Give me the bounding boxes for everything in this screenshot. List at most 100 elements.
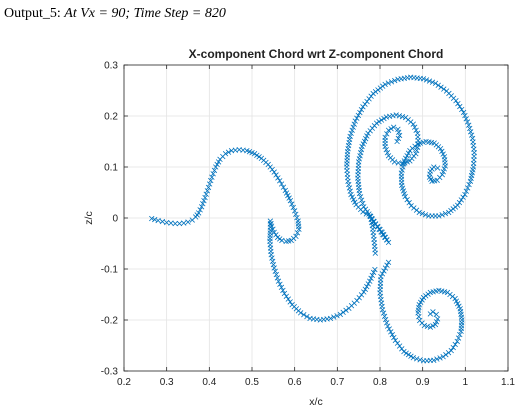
data-point-marker xyxy=(275,278,282,284)
data-point-marker xyxy=(454,300,461,307)
data-point-marker xyxy=(431,164,437,170)
data-point-marker xyxy=(408,353,414,359)
data-point-marker xyxy=(254,152,260,158)
y-tick-label: -0.2 xyxy=(101,316,119,327)
x-axis-ticks: 0.2 0.3 0.4 0.5 0.6 0.7 0.8 0.9 1 1.1 xyxy=(117,65,515,388)
data-point-marker xyxy=(437,355,443,361)
y-tick-label: 0 xyxy=(112,214,118,225)
data-point-marker xyxy=(401,348,407,355)
data-point-marker xyxy=(439,212,445,218)
data-point-marker xyxy=(453,298,460,304)
data-point-marker xyxy=(274,234,281,241)
data-point-marker xyxy=(268,252,274,258)
data-point-marker xyxy=(454,338,460,345)
data-point-marker xyxy=(362,206,369,212)
data-point-marker xyxy=(399,113,406,120)
data-point-marker xyxy=(367,278,373,284)
data-point-marker xyxy=(383,146,389,153)
data-point-marker xyxy=(181,220,187,226)
data-point-marker xyxy=(466,122,472,128)
data-point-marker xyxy=(429,79,436,85)
data-point-marker xyxy=(378,229,384,235)
data-point-marker xyxy=(456,303,462,309)
data-point-marker xyxy=(382,234,388,240)
data-point-marker xyxy=(385,127,392,133)
data-point-marker xyxy=(360,141,366,147)
data-point-marker xyxy=(383,114,390,120)
data-point-marker xyxy=(427,289,434,296)
data-point-marker xyxy=(280,184,287,190)
data-point-marker xyxy=(410,355,416,361)
data-point-marker xyxy=(349,127,355,133)
data-point-marker xyxy=(456,199,463,206)
data-point-marker xyxy=(396,343,403,349)
data-point-marker xyxy=(403,350,409,356)
data-point-marker xyxy=(460,194,466,200)
data-point-marker xyxy=(348,191,354,198)
data-point-marker xyxy=(283,238,289,245)
data-point-marker xyxy=(360,104,366,110)
data-point-marker xyxy=(290,204,296,211)
data-point-marker xyxy=(357,109,363,116)
data-point-marker xyxy=(272,268,278,274)
data-point-marker xyxy=(385,239,392,246)
data-point-marker xyxy=(222,151,229,157)
data-point-marker xyxy=(270,258,276,265)
data-point-marker xyxy=(399,167,405,173)
data-point-marker xyxy=(431,357,437,363)
data-point-marker xyxy=(388,329,394,335)
data-point-marker xyxy=(439,148,445,155)
x-tick-label: 0.9 xyxy=(416,377,430,388)
data-point-marker xyxy=(370,218,377,224)
data-point-marker xyxy=(358,197,365,203)
data-point-marker xyxy=(271,169,277,175)
data-point-marker xyxy=(403,155,409,162)
data-point-marker xyxy=(401,158,408,164)
data-point-marker xyxy=(380,231,386,238)
data-point-marker xyxy=(384,131,390,137)
data-point-marker xyxy=(457,331,463,338)
data-point-marker xyxy=(353,202,359,208)
x-tick-label: 0.6 xyxy=(288,377,302,388)
data-point-marker xyxy=(274,275,281,281)
data-point-marker xyxy=(366,211,372,217)
data-point-marker xyxy=(364,208,370,215)
data-point-marker xyxy=(283,293,290,299)
data-point-marker xyxy=(362,101,368,107)
y-tick-label: 0.2 xyxy=(104,112,118,123)
data-point-marker xyxy=(372,221,379,227)
scatter-figure: X-component Chord wrt Z-component Chord … xyxy=(83,47,515,408)
data-point-marker xyxy=(420,76,427,82)
data-point-marker xyxy=(414,144,421,150)
data-point-marker xyxy=(395,126,401,132)
data-point-marker xyxy=(376,118,382,125)
data-point-marker xyxy=(394,340,401,346)
data-point-marker xyxy=(384,150,391,156)
data-point-marker xyxy=(405,351,412,358)
data-point-marker xyxy=(433,319,440,325)
data-point-marker xyxy=(159,218,166,225)
data-point-marker xyxy=(347,188,353,194)
data-point-marker xyxy=(392,337,399,344)
data-point-marker xyxy=(399,161,405,167)
data-point-marker xyxy=(361,138,368,144)
data-point-marker xyxy=(206,181,213,187)
y-axis-label: z/c xyxy=(83,211,95,224)
data-point-marker xyxy=(395,135,402,142)
data-point-marker xyxy=(394,138,400,145)
data-point-marker xyxy=(359,143,365,150)
data-point-marker xyxy=(361,204,367,210)
data-point-marker xyxy=(382,81,388,88)
data-point-marker xyxy=(396,129,402,136)
data-point-marker xyxy=(275,175,281,181)
data-point-marker xyxy=(396,113,403,119)
data-point-marker xyxy=(455,100,461,107)
data-point-marker xyxy=(440,151,446,157)
data-point-marker xyxy=(426,78,433,84)
data-point-marker xyxy=(435,82,441,88)
data-point-marker xyxy=(379,307,386,313)
data-point-marker xyxy=(172,220,178,227)
data-point-marker xyxy=(281,290,288,297)
data-point-marker xyxy=(357,194,364,200)
data-point-marker xyxy=(273,232,279,238)
